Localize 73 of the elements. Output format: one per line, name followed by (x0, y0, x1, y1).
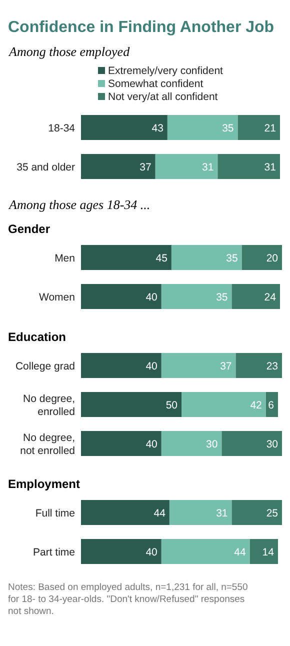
bar (242, 245, 282, 270)
data-label: 23 (266, 360, 278, 372)
data-label: 45 (156, 252, 168, 264)
bar (81, 115, 168, 140)
data-label: 44 (154, 508, 166, 520)
bar (81, 284, 162, 309)
chart-title: Confidence in Finding Another Job (8, 19, 274, 36)
data-label: 44 (234, 546, 246, 558)
data-label: 24 (264, 292, 276, 304)
y-tick-label: Men (54, 252, 76, 264)
bar (81, 500, 170, 525)
bar (81, 154, 156, 179)
data-label: 20 (266, 252, 278, 264)
y-tick-label: College grad (15, 360, 76, 372)
bar (161, 284, 232, 309)
chart-subtitle: Among those ages 18-34 ... (8, 197, 150, 212)
data-label: 6 (268, 400, 274, 412)
bar (182, 392, 266, 417)
data-label: 40 (146, 292, 158, 304)
bar (81, 431, 162, 456)
data-label: 21 (264, 122, 276, 134)
legend-label: Not very/at all confident (108, 91, 218, 103)
data-label: 43 (152, 122, 164, 134)
bar (81, 245, 172, 270)
bar (161, 431, 222, 456)
bar (218, 154, 280, 179)
y-tick-label: 35 and older (16, 162, 76, 174)
bar (167, 115, 238, 140)
chart-subtitle: Among those employed (8, 44, 130, 59)
bar (238, 115, 280, 140)
text: Notes: Based on employed adults, n=1,231 for all, n=550 for 18- to 34-year-olds. "Don't know/Refused" responses not shown. (8, 582, 248, 617)
bar (81, 353, 162, 378)
data-label: 31 (216, 508, 228, 520)
bar (232, 284, 280, 309)
bar (232, 500, 282, 525)
y-tick-label: No degree, enrolled (23, 393, 76, 418)
data-label: 40 (146, 546, 158, 558)
data-label: 30 (266, 438, 278, 450)
bar (81, 392, 182, 417)
data-label: 42 (250, 400, 262, 412)
y-tick-label: Part time (32, 546, 76, 558)
data-label: 40 (146, 360, 158, 372)
data-label: 31 (264, 162, 276, 174)
y-tick-label: No degree, not enrolled (20, 432, 76, 457)
y-tick-label: 18-34 (48, 122, 76, 134)
legend-label: Somewhat confident (108, 78, 204, 90)
legend-label: Extremely/very confident (108, 65, 224, 77)
data-label: 25 (266, 508, 278, 520)
chart-title: Employment (8, 477, 80, 491)
chart-title: Gender (8, 222, 50, 236)
bar (155, 154, 218, 179)
bar (236, 353, 282, 378)
bar (266, 392, 278, 417)
data-label: 40 (146, 438, 158, 450)
y-tick-label: Full time (35, 508, 76, 520)
data-label: 35 (226, 252, 238, 264)
data-label: 35 (222, 122, 234, 134)
y-tick-label: Women (39, 292, 76, 304)
bar (169, 500, 232, 525)
bar (250, 539, 278, 564)
chart-title: Education (8, 330, 66, 344)
data-label: 30 (206, 438, 218, 450)
data-label: 37 (220, 360, 232, 372)
bar (81, 539, 162, 564)
data-label: 37 (140, 162, 152, 174)
bar (161, 353, 236, 378)
data-label: 31 (202, 162, 214, 174)
bar (161, 539, 250, 564)
data-label: 50 (166, 400, 178, 412)
bar (171, 245, 242, 270)
bar (222, 431, 282, 456)
data-label: 14 (262, 546, 274, 558)
data-label: 35 (216, 292, 228, 304)
